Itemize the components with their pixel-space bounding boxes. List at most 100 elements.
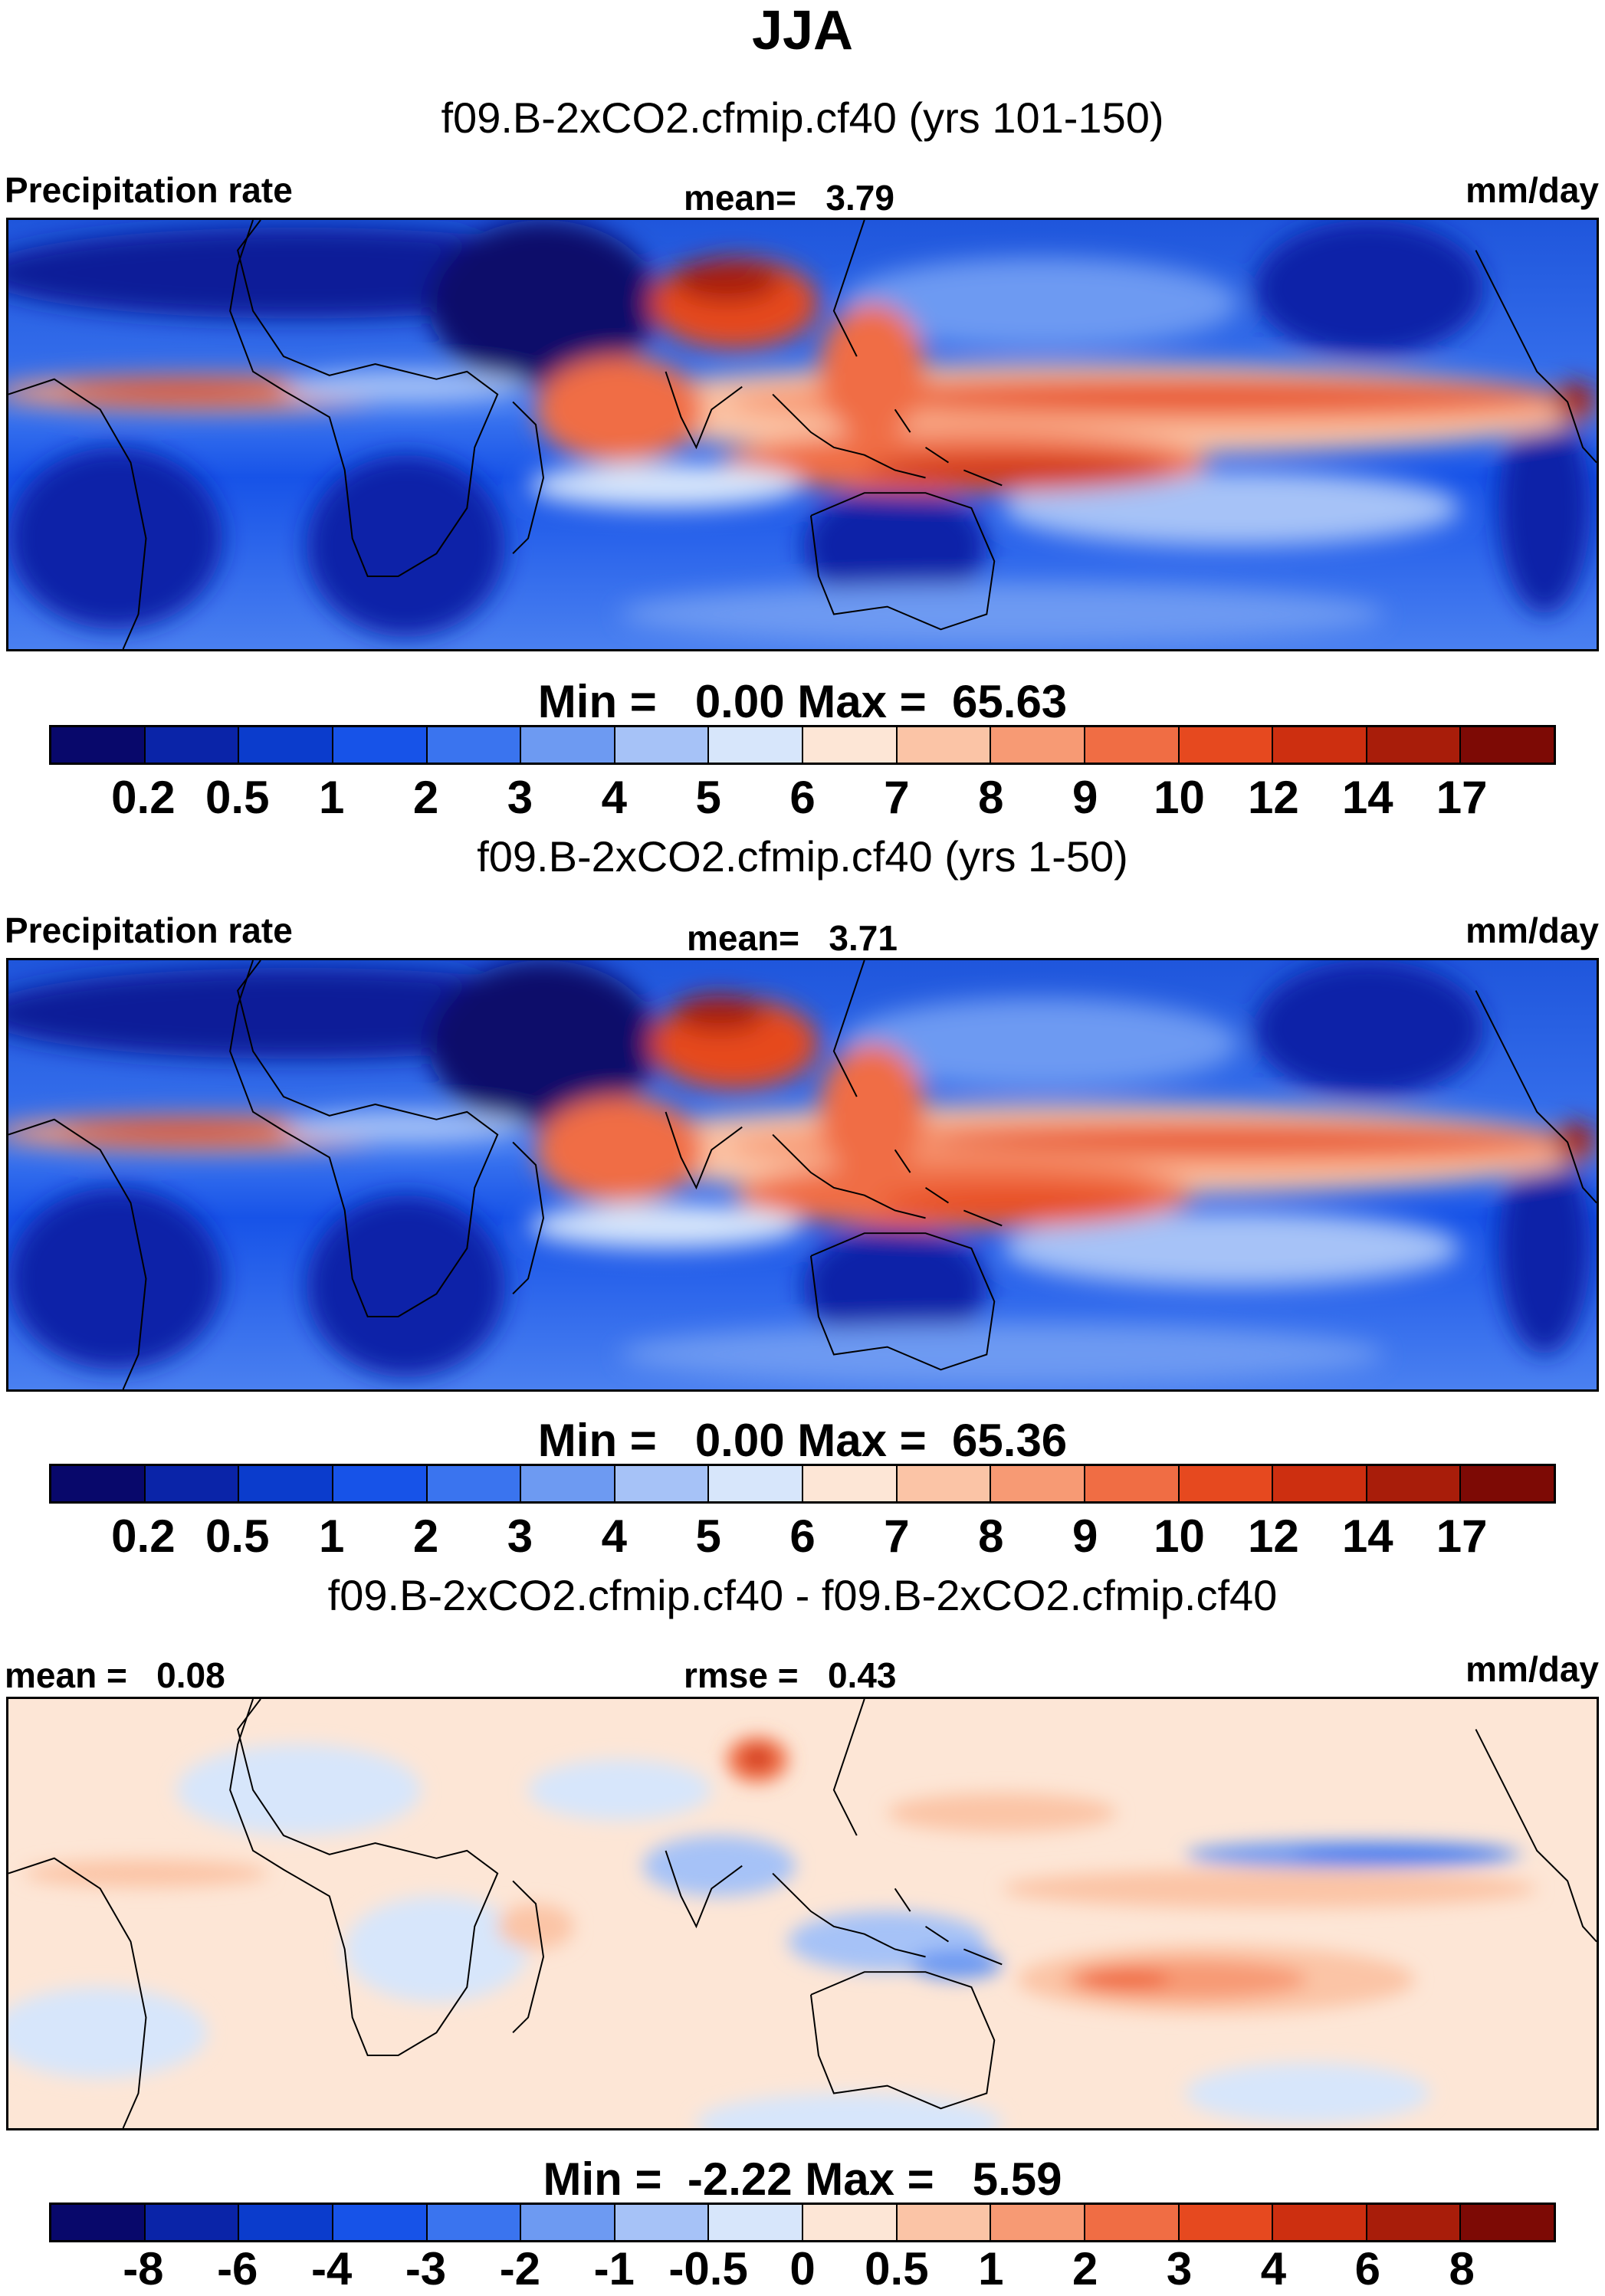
colorbar-tick: 6 bbox=[789, 1510, 816, 1562]
colorbar-swatch bbox=[709, 727, 803, 763]
colorbar-tick: 9 bbox=[1072, 772, 1098, 823]
colorbar-tick: 14 bbox=[1341, 772, 1393, 823]
colorbar-swatch bbox=[615, 2205, 710, 2240]
panel-3-rmse-label: rmse = 0.43 bbox=[684, 1655, 897, 1695]
colorbar-swatch bbox=[427, 1466, 522, 1501]
colorbar-tick: 9 bbox=[1072, 1510, 1098, 1562]
colorbar-swatch bbox=[1085, 1466, 1180, 1501]
colorbar-swatch bbox=[709, 1466, 803, 1501]
colorbar-tick: 8 bbox=[978, 1510, 1004, 1562]
colorbar-swatch bbox=[145, 2205, 240, 2240]
colorbar-swatch bbox=[1461, 2205, 1554, 2240]
panel-3-title: f09.B-2xCO2.cfmip.cf40 - f09.B-2xCO2.cfm… bbox=[327, 1571, 1278, 1619]
colorbar-swatch bbox=[51, 1466, 146, 1501]
colorbar-tick: -4 bbox=[310, 2243, 353, 2294]
colorbar-tick: 4 bbox=[1260, 2243, 1287, 2294]
colorbar-swatch bbox=[709, 2205, 803, 2240]
panel-1-units-label: mm/day bbox=[1466, 170, 1599, 210]
colorbar-swatch bbox=[239, 1466, 333, 1501]
panel-2-colorbar bbox=[49, 1464, 1556, 1504]
panel-2-contour-map bbox=[8, 960, 1597, 1389]
colorbar-swatch bbox=[1367, 1466, 1462, 1501]
panel-3-mean-label: mean = 0.08 bbox=[5, 1655, 225, 1695]
panel-3-units-label: mm/day bbox=[1466, 1649, 1599, 1689]
colorbar-tick: -8 bbox=[123, 2243, 164, 2294]
colorbar-tick: 3 bbox=[1166, 2243, 1193, 2294]
panel-3-colorbar-ticks: -8 -6 -4 -3 -2 -1 -0.5 0 0.5 1 2 3 4 6 8 bbox=[0, 2242, 1605, 2296]
colorbar-tick: -6 bbox=[217, 2243, 258, 2294]
panel-2-mean-label: mean= 3.71 bbox=[687, 918, 898, 958]
colorbar-swatch bbox=[991, 727, 1085, 763]
figure-title: JJA bbox=[751, 0, 854, 61]
colorbar-tick: 0.5 bbox=[205, 1510, 270, 1562]
panel-3-colorbar bbox=[49, 2203, 1556, 2242]
panel-1-colorbar-ticks: 0.2 0.5 1 2 3 4 5 6 7 8 9 10 12 14 17 bbox=[0, 771, 1605, 825]
colorbar-tick: 4 bbox=[601, 772, 627, 823]
panel-2-colorbar-ticks: 0.2 0.5 1 2 3 4 5 6 7 8 9 10 12 14 17 bbox=[0, 1510, 1605, 1563]
colorbar-tick: 8 bbox=[978, 772, 1004, 823]
colorbar-tick: 12 bbox=[1248, 772, 1299, 823]
colorbar-tick: 6 bbox=[1354, 2243, 1380, 2294]
colorbar-swatch bbox=[803, 727, 898, 763]
colorbar-tick: 17 bbox=[1436, 1510, 1488, 1562]
colorbar-tick: 1 bbox=[978, 2243, 1004, 2294]
panel-3-map bbox=[6, 1697, 1599, 2130]
colorbar-tick: 0.5 bbox=[865, 2243, 929, 2294]
colorbar-swatch bbox=[897, 2205, 992, 2240]
colorbar-tick: -3 bbox=[405, 2243, 447, 2294]
colorbar-tick: 10 bbox=[1154, 772, 1205, 823]
panel-3-contour-map bbox=[8, 1699, 1597, 2128]
colorbar-swatch bbox=[1367, 727, 1462, 763]
colorbar-swatch bbox=[897, 1466, 992, 1501]
panel-1-mean-label: mean= 3.79 bbox=[684, 178, 894, 218]
colorbar-swatch bbox=[897, 727, 992, 763]
colorbar-tick: 6 bbox=[789, 772, 816, 823]
colorbar-tick: 5 bbox=[695, 772, 721, 823]
colorbar-tick: 7 bbox=[884, 772, 910, 823]
panel-2-min-max: Min = 0.00 Max = 65.36 bbox=[537, 1415, 1068, 1466]
colorbar-tick: 5 bbox=[695, 1510, 721, 1562]
colorbar-tick: 1 bbox=[318, 1510, 345, 1562]
panel-1-colorbar bbox=[49, 725, 1556, 765]
colorbar-tick: 14 bbox=[1341, 1510, 1393, 1562]
colorbar-tick: 0.2 bbox=[111, 772, 176, 823]
panel-2-left-label: Precipitation rate bbox=[5, 910, 293, 950]
colorbar-swatch bbox=[1461, 727, 1554, 763]
colorbar-swatch bbox=[239, 2205, 333, 2240]
colorbar-swatch bbox=[615, 1466, 710, 1501]
colorbar-tick: 0.5 bbox=[205, 772, 270, 823]
colorbar-swatch bbox=[1461, 1466, 1554, 1501]
colorbar-swatch bbox=[803, 2205, 898, 2240]
colorbar-tick: 4 bbox=[601, 1510, 627, 1562]
panel-2-title: f09.B-2xCO2.cfmip.cf40 (yrs 1-50) bbox=[477, 832, 1128, 881]
colorbar-swatch bbox=[615, 727, 710, 763]
colorbar-tick: 2 bbox=[412, 772, 439, 823]
panel-1-map bbox=[6, 218, 1599, 651]
panel-2-map bbox=[6, 958, 1599, 1392]
panel-3-min-max: Min = -2.22 Max = 5.59 bbox=[543, 2153, 1062, 2205]
colorbar-swatch bbox=[427, 2205, 522, 2240]
colorbar-swatch bbox=[521, 727, 615, 763]
colorbar-swatch bbox=[1273, 1466, 1367, 1501]
colorbar-tick: 8 bbox=[1449, 2243, 1475, 2294]
colorbar-swatch bbox=[991, 2205, 1085, 2240]
colorbar-swatch bbox=[1085, 2205, 1180, 2240]
colorbar-swatch bbox=[1179, 1466, 1274, 1501]
colorbar-swatch bbox=[333, 1466, 428, 1501]
panel-1-title: f09.B-2xCO2.cfmip.cf40 (yrs 101-150) bbox=[441, 93, 1164, 142]
panel-1-contour-map bbox=[8, 220, 1597, 649]
colorbar-tick: 3 bbox=[507, 1510, 533, 1562]
colorbar-swatch bbox=[239, 727, 333, 763]
colorbar-swatch bbox=[521, 2205, 615, 2240]
colorbar-swatch bbox=[1273, 2205, 1367, 2240]
colorbar-tick: 2 bbox=[1072, 2243, 1098, 2294]
colorbar-swatch bbox=[145, 727, 240, 763]
colorbar-swatch bbox=[333, 727, 428, 763]
colorbar-tick: -2 bbox=[499, 2243, 541, 2294]
colorbar-tick: 0.2 bbox=[111, 1510, 176, 1562]
colorbar-swatch bbox=[51, 2205, 146, 2240]
colorbar-tick: 2 bbox=[412, 1510, 439, 1562]
colorbar-tick: 12 bbox=[1248, 1510, 1299, 1562]
colorbar-tick: 0 bbox=[789, 2243, 816, 2294]
colorbar-tick: 7 bbox=[884, 1510, 910, 1562]
